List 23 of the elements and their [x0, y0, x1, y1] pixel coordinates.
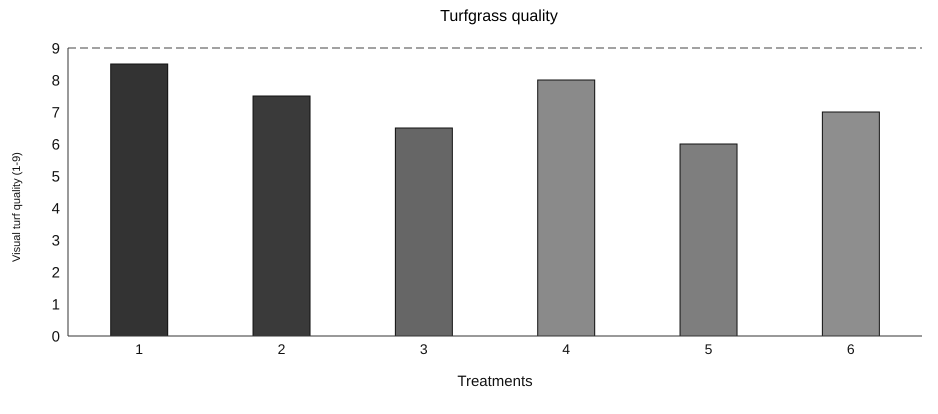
x-tick-label: 2	[278, 340, 286, 357]
y-tick-label: 2	[52, 264, 60, 282]
x-tick-label: 6	[846, 340, 855, 357]
bar	[680, 144, 738, 336]
bar	[394, 128, 453, 336]
y-axis-title: Visual turf quality (1-9)	[10, 152, 23, 262]
y-tick-label: 4	[52, 200, 60, 218]
y-tick-label: 1	[52, 296, 60, 314]
y-tick-label: 8	[52, 72, 60, 90]
x-tick-label: 3	[420, 340, 428, 357]
y-tick-label: 5	[52, 168, 60, 186]
chart-title: Turfgrass quality	[439, 8, 559, 26]
x-tick-label: 5	[704, 340, 713, 357]
y-tick-label: 7	[52, 104, 60, 122]
y-tick-label: 6	[52, 136, 60, 154]
y-tick-label: 0	[52, 328, 60, 346]
x-axis-title: Treatments	[457, 373, 533, 390]
bar	[822, 112, 880, 336]
bar	[537, 80, 596, 336]
x-tick-label: 4	[562, 340, 570, 357]
x-tick-label: 1	[135, 340, 144, 357]
y-tick-label: 3	[52, 232, 60, 250]
y-tick-label: 9	[52, 40, 60, 58]
